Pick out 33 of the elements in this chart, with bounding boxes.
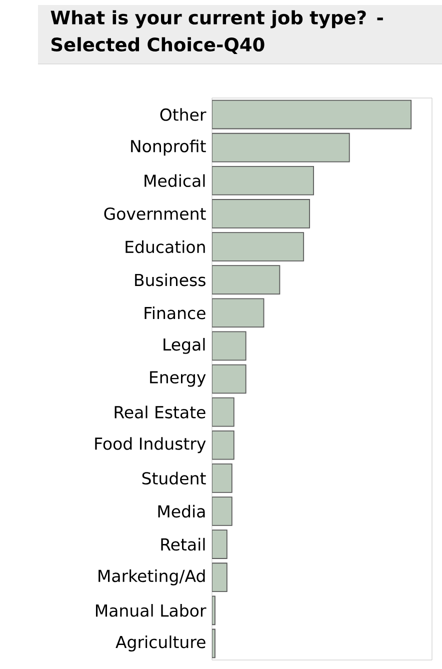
bar [212, 464, 232, 493]
bar [212, 298, 264, 328]
y-tick-label: Education [126, 240, 205, 254]
y-tick-label: Student [142, 472, 206, 485]
bar [212, 496, 232, 526]
bar [212, 132, 350, 162]
bar [212, 364, 246, 394]
bar [212, 199, 310, 228]
y-tick-label: Media [158, 504, 205, 518]
bar [212, 530, 228, 559]
y-tick-label: Agriculture [116, 635, 206, 652]
y-tick-label: Government [104, 207, 206, 220]
bar [212, 331, 246, 361]
bar [212, 562, 228, 592]
y-tick-label: Manual Labor [96, 604, 206, 617]
y-tick-label: Real Estate [114, 406, 206, 418]
y-tick-label: Energy [150, 371, 206, 387]
y-tick-label: Business [135, 273, 206, 286]
y-tick-label: Retail [161, 538, 205, 551]
bar [212, 265, 280, 294]
y-tick-label: Finance [144, 306, 206, 320]
y-tick-label: Food Industry [95, 437, 206, 454]
bar [212, 166, 314, 196]
chart-title: What is your current job type? - Selected Choice-Q40 [50, 10, 383, 54]
y-tick-label: Marketing/Ad [98, 569, 205, 586]
y-tick-label: Other [160, 108, 206, 121]
bar [212, 397, 234, 427]
y-tick-label: Legal [164, 338, 205, 354]
y-tick-label: Medical [144, 174, 205, 188]
bar [212, 232, 304, 262]
bar [212, 100, 412, 129]
bar [212, 430, 234, 460]
y-tick-label: Nonprofit [131, 140, 206, 156]
